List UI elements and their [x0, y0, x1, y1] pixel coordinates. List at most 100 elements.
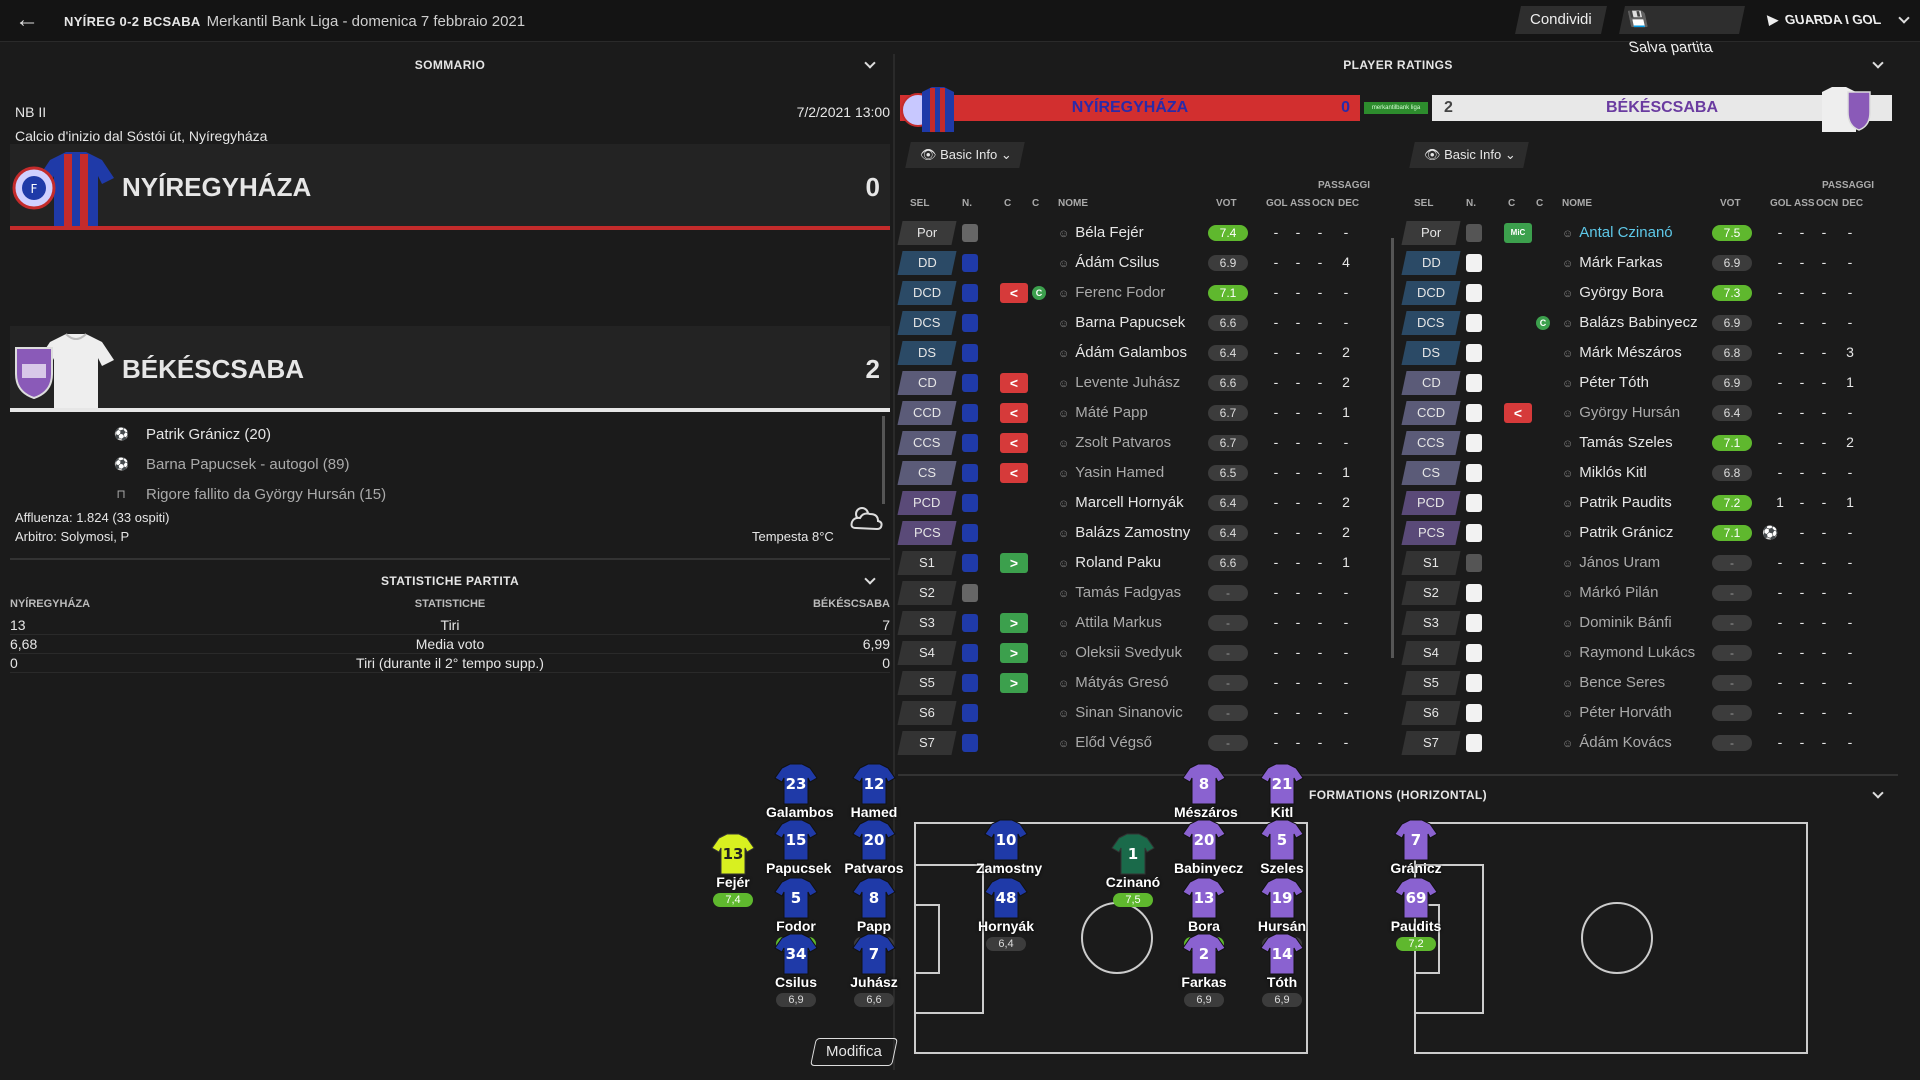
player-row[interactable]: CCS < ☺ Zsolt Patvaros 6.7- - - -: [897, 428, 1388, 458]
formation-player[interactable]: 20 Babinyecz: [1174, 818, 1243, 876]
column-ocn[interactable]: OCN: [1312, 198, 1335, 209]
formation-player[interactable]: 69 Paudits 7,2: [1386, 876, 1446, 951]
formation-player[interactable]: 20 Patvaros: [844, 818, 904, 876]
player-name[interactable]: ☺ Sinan Sinanovic: [1058, 704, 1183, 721]
column-gol[interactable]: GOL: [1266, 198, 1288, 209]
formation-player[interactable]: 12 Hamed: [844, 762, 904, 820]
column-gol[interactable]: GOL: [1770, 198, 1792, 209]
chevron-down-icon[interactable]: [1872, 787, 1884, 799]
player-row[interactable]: CS < ☺ Yasin Hamed 6.5- - -1: [897, 458, 1388, 488]
player-name[interactable]: ☺ Yasin Hamed: [1058, 464, 1164, 481]
player-name[interactable]: ☺ Máté Papp: [1058, 404, 1148, 421]
player-row[interactable]: S6 ☺ Péter Horváth - - - - -: [1401, 698, 1892, 728]
player-row[interactable]: CCD < ☺ Máté Papp 6.7- - -1: [897, 398, 1388, 428]
player-row[interactable]: S1 > ☺ Roland Paku 6.6- - -1: [897, 548, 1388, 578]
player-row[interactable]: CCS ☺ Tamás Szeles 7.1- - -2: [1401, 428, 1892, 458]
player-row[interactable]: PCS ☺ Balázs Zamostny 6.4- - -2: [897, 518, 1388, 548]
formation-player[interactable]: 2 Farkas 6,9: [1174, 932, 1234, 1007]
column-c1[interactable]: C: [1508, 198, 1516, 209]
player-row[interactable]: S6 ☺ Sinan Sinanovic - - - - -: [897, 698, 1388, 728]
formation-player[interactable]: 7 Gránicz: [1386, 818, 1446, 876]
player-name[interactable]: ☺ Tamás Szeles: [1562, 434, 1673, 451]
player-name[interactable]: ☺ Előd Végső: [1058, 734, 1152, 751]
formation-player[interactable]: 13Bora7,3: [1174, 876, 1234, 951]
column-n[interactable]: N.: [962, 198, 972, 209]
player-name[interactable]: ☺ Ádám Galambos: [1058, 344, 1187, 361]
modify-button[interactable]: Modifica: [810, 1038, 898, 1066]
away-basic-info-dropdown[interactable]: 👁 Basic Info ⌄: [1409, 142, 1529, 168]
player-row[interactable]: DCD < C ☺ Ferenc Fodor 7.1- - - -: [897, 278, 1388, 308]
player-name[interactable]: ☺ Oleksii Svedyuk: [1058, 644, 1182, 661]
match-stats-header[interactable]: STATISTICHE PARTITA: [10, 566, 890, 596]
column-name[interactable]: NOME: [1562, 198, 1592, 209]
player-name[interactable]: ☺ Balázs Zamostny: [1058, 524, 1190, 541]
watch-goals-button[interactable]: ▶ GUARDA I GOL: [1755, 6, 1911, 34]
share-button[interactable]: Condividi: [1515, 6, 1607, 34]
player-name[interactable]: ☺ Ferenc Fodor: [1058, 284, 1165, 301]
chevron-down-icon[interactable]: [864, 57, 876, 69]
home-basic-info-dropdown[interactable]: 👁 Basic Info ⌄: [905, 142, 1025, 168]
player-row[interactable]: S2 ☺ Márkó Pilán - - - - -: [1401, 578, 1892, 608]
column-name[interactable]: NOME: [1058, 198, 1088, 209]
player-name[interactable]: ☺ Miklós Kitl: [1562, 464, 1647, 481]
summary-header[interactable]: SOMMARIO: [10, 50, 890, 80]
formation-player[interactable]: 10 Zamostny: [976, 818, 1042, 876]
player-name[interactable]: ☺ Balázs Babinyecz: [1562, 314, 1698, 331]
events-scrollbar[interactable]: [882, 416, 885, 504]
player-row[interactable]: DCS C ☺ Balázs Babinyecz 6.9- - - -: [1401, 308, 1892, 338]
player-name[interactable]: ☺ Ádám Kovács: [1562, 734, 1672, 751]
player-row[interactable]: S2 ☺ Tamás Fadgyas - - - - -: [897, 578, 1388, 608]
column-n[interactable]: N.: [1466, 198, 1476, 209]
formations-header[interactable]: FORMATIONS (HORIZONTAL): [898, 780, 1898, 810]
formation-player[interactable]: 23 Galambos: [766, 762, 834, 820]
player-name[interactable]: ☺ Barna Papucsek: [1058, 314, 1185, 331]
column-dec[interactable]: DEC: [1338, 198, 1360, 209]
column-vot[interactable]: VOT: [1216, 198, 1237, 209]
player-name[interactable]: ☺ Zsolt Patvaros: [1058, 434, 1171, 451]
column-c2[interactable]: C: [1536, 198, 1544, 209]
column-vot[interactable]: VOT: [1720, 198, 1741, 209]
player-name[interactable]: ☺ Marcell Hornyák: [1058, 494, 1184, 511]
player-row[interactable]: CD ☺ Péter Tóth 6.9- - -1: [1401, 368, 1892, 398]
player-name[interactable]: ☺ Márkó Pilán: [1562, 584, 1658, 601]
player-row[interactable]: CS ☺ Miklós Kitl 6.8- - - -: [1401, 458, 1892, 488]
player-name[interactable]: ☺ Attila Markus: [1058, 614, 1162, 631]
player-row[interactable]: DD ☺ Ádám Csilus 6.9- - -4: [897, 248, 1388, 278]
formation-player[interactable]: 21 Kitl: [1252, 762, 1312, 820]
player-row[interactable]: DCD ☺ György Bora 7.3- - - -: [1401, 278, 1892, 308]
player-row[interactable]: S1 ☺ János Uram - - - - -: [1401, 548, 1892, 578]
player-name[interactable]: ☺ Tamás Fadgyas: [1058, 584, 1181, 601]
player-name[interactable]: ☺ Patrik Gránicz: [1562, 524, 1673, 541]
player-row[interactable]: S7 ☺ Ádám Kovács - - - - -: [1401, 728, 1892, 758]
formation-player[interactable]: 48 Hornyák 6,4: [976, 876, 1036, 951]
player-row[interactable]: CCD < ☺ György Hursán 6.4- - - -: [1401, 398, 1892, 428]
event-row[interactable]: ⊓ Rigore fallito da György Hursán (15): [10, 480, 890, 510]
player-name[interactable]: ☺ Béla Fejér: [1058, 224, 1144, 241]
player-row[interactable]: S3 ☺ Dominik Bánfi - - - - -: [1401, 608, 1892, 638]
formation-player[interactable]: 34 Csilus 6,9: [766, 932, 826, 1007]
away-team-row[interactable]: BÉKÉSCSABA 2: [10, 326, 890, 412]
player-name[interactable]: ☺ György Bora: [1562, 284, 1663, 301]
save-match-button[interactable]: 💾 Salva partita: [1619, 6, 1745, 56]
formation-player[interactable]: 14 Tóth 6,9: [1252, 932, 1312, 1007]
player-row[interactable]: DS ☺ Márk Mészáros 6.8- - -3: [1401, 338, 1892, 368]
player-row[interactable]: S5 > ☺ Mátyás Gresó - - - - -: [897, 668, 1388, 698]
player-row[interactable]: S5 ☺ Bence Seres - - - - -: [1401, 668, 1892, 698]
player-ratings-header[interactable]: PLAYER RATINGS: [898, 50, 1898, 80]
player-name[interactable]: ☺ Bence Seres: [1562, 674, 1665, 691]
formation-player[interactable]: 7 Juhász 6,6: [844, 932, 904, 1007]
player-name[interactable]: ☺ Patrik Paudits: [1562, 494, 1672, 511]
formation-player[interactable]: 1 Czinanó 7,5: [1103, 832, 1163, 907]
chevron-down-icon[interactable]: [864, 573, 876, 585]
column-sel[interactable]: SEL: [910, 198, 930, 209]
player-row[interactable]: PCD ☺ Marcell Hornyák 6.4- - -2: [897, 488, 1388, 518]
back-button[interactable]: ←: [12, 8, 42, 34]
player-name[interactable]: ☺ Mátyás Gresó: [1058, 674, 1169, 691]
event-row[interactable]: ⚽ Patrik Gránicz (20): [10, 420, 890, 450]
player-row[interactable]: CD < ☺ Levente Juhász 6.6- - -2: [897, 368, 1388, 398]
column-ocn[interactable]: OCN: [1816, 198, 1839, 209]
player-name[interactable]: ☺ Ádám Csilus: [1058, 254, 1159, 271]
formation-player[interactable]: 13 Fejér 7,4: [703, 832, 763, 907]
player-row[interactable]: PCS ☺ Patrik Gránicz 7.1 ⚽ - - -: [1401, 518, 1892, 548]
player-name[interactable]: ☺ Raymond Lukács: [1562, 644, 1695, 661]
